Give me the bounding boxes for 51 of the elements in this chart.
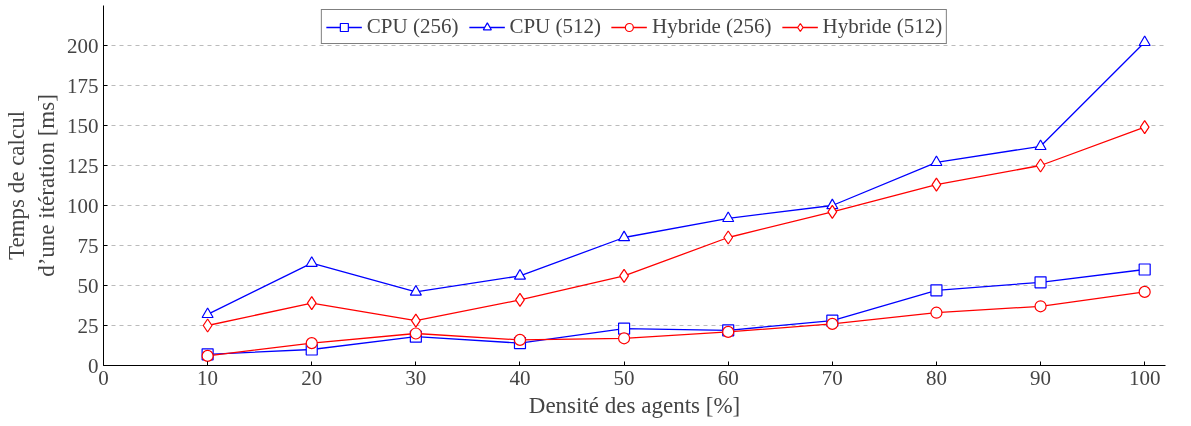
point — [202, 318, 213, 333]
x-tick-label: 40 — [509, 365, 531, 390]
point — [1138, 35, 1151, 47]
point — [1138, 263, 1151, 276]
x-tick-label: 60 — [717, 365, 739, 390]
y-tick-label: 125 — [67, 153, 99, 178]
point — [722, 211, 735, 223]
point — [619, 268, 630, 283]
point — [827, 204, 838, 219]
point — [1034, 300, 1047, 313]
point — [930, 284, 943, 297]
point — [931, 177, 942, 192]
y-tick-label: 25 — [77, 313, 99, 338]
x-tick-label: 70 — [821, 365, 843, 390]
y-tick-label: 50 — [77, 273, 99, 298]
point — [1139, 120, 1150, 135]
point — [1034, 139, 1047, 151]
point — [617, 230, 631, 242]
y-axis-title: Temps de calcul d’une itération [ms] — [4, 94, 59, 277]
point — [1035, 158, 1046, 173]
legend-label: Hybride (512) — [822, 14, 943, 39]
point — [513, 333, 527, 346]
x-tick-label: 10 — [197, 365, 219, 390]
x-tick-label: 100 — [1128, 365, 1161, 390]
legend-label: CPU (512) — [509, 14, 602, 39]
point — [723, 230, 734, 245]
y-tick-label: 150 — [67, 113, 99, 138]
y-tick-label: 175 — [67, 73, 99, 98]
point — [410, 313, 421, 328]
point — [305, 256, 318, 267]
point — [1138, 285, 1151, 298]
point — [1034, 276, 1047, 289]
point — [930, 306, 943, 319]
y-tick-label: 200 — [67, 33, 99, 58]
point — [409, 284, 422, 296]
point — [617, 332, 631, 345]
x-tick-label: 80 — [925, 365, 947, 390]
point — [306, 296, 317, 311]
point — [930, 155, 943, 167]
y-tick-label: 100 — [67, 193, 99, 218]
point — [201, 307, 214, 319]
legend-label: CPU (256) — [366, 14, 459, 39]
x-axis-title: Densité des agents [%] — [528, 392, 741, 418]
y-tick-label: 75 — [77, 233, 99, 258]
x-tick-label: 50 — [613, 365, 635, 390]
x-tick-label: 30 — [405, 365, 427, 390]
x-tick-label: 90 — [1030, 365, 1052, 390]
point — [305, 337, 318, 350]
point — [513, 268, 527, 280]
x-tick-label: 20 — [301, 365, 323, 390]
legend-label: Hybride (256) — [652, 14, 772, 39]
